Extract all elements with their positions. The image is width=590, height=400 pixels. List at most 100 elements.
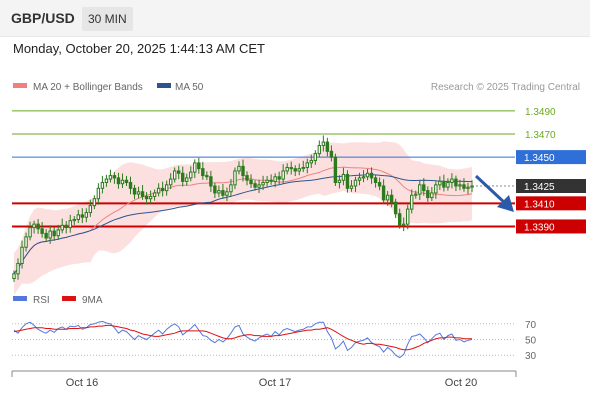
candle: [144, 192, 149, 205]
candle: [458, 179, 462, 191]
candle: [418, 179, 422, 200]
candle: [221, 183, 225, 199]
candle: [277, 171, 281, 185]
level-labels: 1.3490 1.3470 1.3450 1.3425 1.3410 1.3390: [516, 107, 586, 234]
candle: [209, 170, 213, 192]
candle: [64, 221, 68, 234]
candle: [164, 180, 169, 196]
candle: [108, 169, 113, 183]
candle: [361, 170, 366, 183]
timeframe-badge[interactable]: 30 MIN: [82, 7, 133, 31]
rsi-line: [13, 320, 473, 359]
candle: [377, 177, 382, 191]
candle: [132, 184, 137, 200]
candle: [100, 175, 105, 194]
rsi-level-label-30: 30: [525, 351, 537, 362]
candle: [217, 185, 221, 198]
candle: [393, 198, 398, 219]
candle: [389, 189, 394, 208]
rsi-lines: [13, 320, 473, 359]
candle: [321, 135, 326, 152]
candle: [136, 186, 141, 199]
candle: [189, 166, 193, 182]
candle: [414, 190, 418, 199]
candle: [52, 227, 56, 241]
candle: [313, 150, 318, 165]
candle: [406, 204, 410, 230]
candle: [385, 190, 390, 206]
candle: [281, 164, 285, 184]
top-bar: GBP/USD 30 MIN: [0, 0, 590, 37]
level-label-4: 1.3410: [524, 199, 555, 210]
x-axis-labels: Oct 16 Oct 17 Oct 20: [66, 377, 477, 389]
candle: [168, 173, 173, 190]
candle: [289, 161, 293, 175]
candle: [213, 182, 217, 199]
level-tag-2: [516, 150, 586, 165]
candle: [20, 240, 24, 269]
rsi-grid: 70 50 30: [12, 320, 537, 362]
candle: [341, 167, 346, 186]
level-tag-3: [516, 179, 586, 193]
level-label-2: 1.3450: [524, 153, 555, 164]
candle: [32, 220, 36, 234]
candle: [12, 270, 16, 282]
candle: [245, 171, 249, 186]
level-tag-4: [516, 196, 586, 211]
candle: [373, 174, 378, 188]
candle: [193, 159, 197, 179]
candle: [140, 185, 145, 200]
candle: [349, 180, 354, 192]
candle: [152, 189, 157, 201]
candle: [233, 167, 237, 190]
candle: [40, 222, 44, 238]
level-label-3: 1.3425: [524, 182, 555, 193]
candle: [442, 174, 446, 192]
candle: [317, 140, 322, 158]
candle: [229, 178, 233, 197]
candle: [401, 217, 406, 232]
level-label-0: 1.3490: [525, 107, 556, 118]
x-tick-label: Oct 16: [66, 377, 98, 389]
candle: [44, 229, 48, 242]
candle: [201, 161, 205, 180]
rsi-level-label-50: 50: [525, 336, 537, 347]
candle: [48, 225, 52, 244]
rsi-legend-label: RSI: [33, 295, 50, 306]
candle: [466, 182, 470, 195]
candle: [365, 169, 370, 181]
candle: [438, 176, 442, 190]
candle: [80, 208, 85, 224]
candle: [257, 179, 261, 194]
candle: [329, 145, 334, 162]
candle: [397, 208, 402, 229]
candle: [225, 187, 229, 202]
candle: [253, 180, 257, 191]
candle: [450, 173, 454, 189]
rsi-level-label-70: 70: [525, 320, 537, 331]
candle: [88, 199, 93, 217]
rsi-ma-legend-swatch: [62, 296, 76, 301]
candle: [285, 163, 289, 175]
forecast-arrow: [474, 174, 514, 212]
candle: [185, 173, 189, 186]
candle: [172, 167, 177, 183]
candle: [446, 178, 450, 191]
candle: [249, 174, 253, 188]
rsi-legend-swatch: [13, 296, 27, 301]
level-label-1: 1.3470: [525, 130, 556, 141]
candle: [241, 159, 245, 182]
candle: [470, 180, 474, 193]
candle: [56, 224, 60, 240]
ma20-legend-swatch: [13, 83, 27, 88]
candle: [76, 209, 80, 223]
candle: [353, 176, 358, 192]
candle: [337, 175, 342, 189]
candle: [112, 172, 117, 184]
candle: [156, 183, 161, 197]
candles: [12, 135, 474, 282]
candle: [422, 178, 426, 196]
candle: [325, 137, 330, 157]
rsi-ma-line: [13, 324, 472, 351]
candle: [305, 158, 309, 174]
